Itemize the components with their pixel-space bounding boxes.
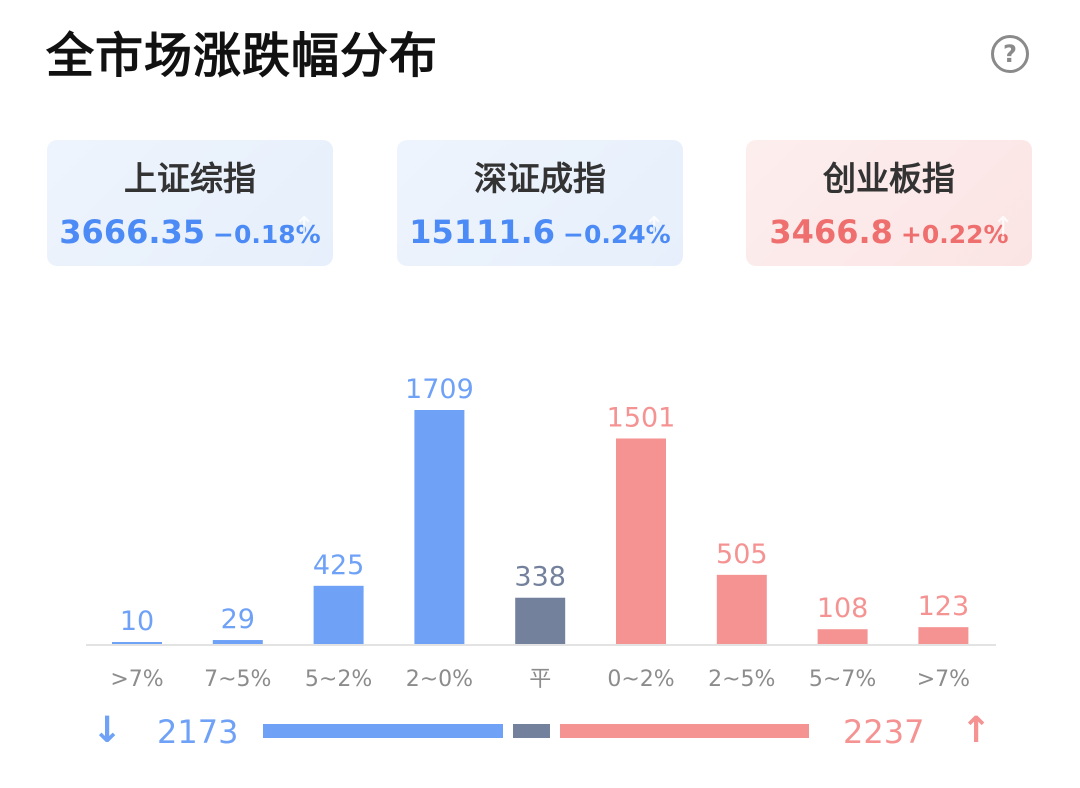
page-title: 全市场涨跌幅分布 [46, 28, 439, 84]
bar-0[interactable] [112, 642, 162, 644]
distribution-chart: 10 >7% 29 7~5% 425 5~2% 1709 2~0% 338 平 1501 0~2% 50… [86, 374, 996, 692]
bar-1[interactable] [212, 640, 263, 644]
x-tick-label-7: 5~7% [809, 667, 876, 692]
x-tick-label-3: 2~0% [406, 667, 473, 692]
data-label-8: 123 [918, 591, 970, 622]
down-count: 2173 [157, 713, 239, 751]
bar-5[interactable] [616, 438, 666, 644]
x-tick-label-4: 平 [529, 667, 551, 692]
index-card-shanghai[interactable]: 上证综指 3666.35 −0.18% ↑ [47, 140, 333, 266]
data-label-2: 425 [313, 550, 365, 581]
data-label-0: 10 [120, 606, 154, 637]
arrow-up-icon: ↑ [961, 710, 992, 751]
bar-4[interactable] [515, 597, 566, 644]
index-price: 15111.6 [409, 213, 556, 251]
bar-6[interactable] [716, 574, 767, 644]
index-change: −0.24% [563, 220, 671, 249]
x-tick-label-6: 2~5% [708, 667, 775, 692]
bar-3[interactable] [414, 410, 465, 644]
data-label-7: 108 [817, 593, 869, 624]
data-label-5: 1501 [607, 402, 676, 433]
index-price: 3666.35 [59, 213, 206, 251]
index-name: 深证成指 [474, 159, 606, 198]
trend-arrow-icon: ↑ [992, 212, 1014, 242]
question-circle-icon[interactable]: ? [991, 35, 1029, 73]
index-card-chinext[interactable]: 创业板指 3466.8 +0.22% ↑ [746, 140, 1032, 266]
x-tick-label-2: 5~2% [305, 667, 372, 692]
data-label-1: 29 [221, 604, 255, 635]
bar-2[interactable] [313, 585, 364, 644]
bar-7[interactable] [817, 629, 868, 644]
x-tick-label-1: 7~5% [204, 667, 271, 692]
data-label-4: 338 [514, 562, 566, 593]
down-ratio-bar [263, 724, 503, 738]
data-label-6: 505 [716, 539, 768, 570]
up-count: 2237 [843, 713, 925, 751]
x-tick-label-8: >7% [917, 667, 970, 692]
bar-8[interactable] [918, 627, 969, 644]
index-card-shenzhen[interactable]: 深证成指 15111.6 −0.24% ↑ [397, 140, 683, 266]
data-label-3: 1709 [405, 374, 474, 405]
x-tick-label-0: >7% [110, 667, 163, 692]
index-name: 创业板指 [823, 159, 955, 198]
x-tick-label-5: 0~2% [607, 667, 674, 692]
up-ratio-bar [560, 724, 809, 738]
index-name: 上证综指 [124, 159, 256, 198]
index-price: 3466.8 [769, 213, 893, 251]
trend-arrow-icon: ↑ [643, 212, 665, 242]
index-change: −0.18% [213, 220, 321, 249]
flat-ratio-bar [513, 724, 550, 738]
arrow-down-icon: ↓ [92, 710, 123, 751]
trend-arrow-icon: ↑ [293, 212, 315, 242]
index-change: +0.22% [900, 220, 1009, 249]
